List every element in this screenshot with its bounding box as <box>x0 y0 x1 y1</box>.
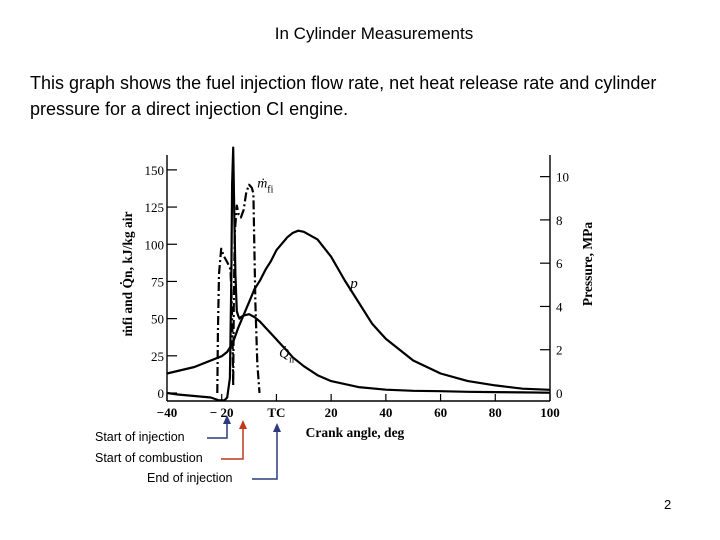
series-label-qn-subscript: n <box>289 354 294 365</box>
annotation-start-of-combustion: Start of combustion <box>95 451 203 465</box>
chart-container: 0 25 50 75 100 125 150 0 2 4 6 8 10 −40 − 20 TC 20 40 60 80… <box>100 145 600 450</box>
series-label-qn: Q̇ <box>279 345 289 361</box>
x-axis-title: Crank angle, deg <box>306 425 405 440</box>
series-line-pressure <box>166 229 551 391</box>
annotation-end-of-injection: End of injection <box>147 471 233 485</box>
chart-ticks: 0 25 50 75 100 125 150 0 2 4 6 8 10 −40 − 20 TC 20 40 60 80… <box>145 163 570 420</box>
y-right-tick-label: 6 <box>556 256 563 271</box>
x-tick-label: − 20 <box>210 405 234 420</box>
y-right-tick-label: 8 <box>556 213 563 228</box>
x-tick-label: 60 <box>434 405 447 420</box>
page-number: 2 <box>664 497 672 512</box>
y-left-tick-label: 125 <box>145 200 165 215</box>
y-right-tick-label: 10 <box>556 170 569 185</box>
y-right-tick-label: 0 <box>556 386 563 401</box>
series-label-mfi: ṁ <box>257 177 267 192</box>
y-left-tick-label: 150 <box>145 163 165 178</box>
y-left-axis-title: ṁfi and Q̇n, kJ/kg air <box>120 212 135 337</box>
y-left-tick-label: 50 <box>151 312 164 327</box>
y-right-tick-label: 2 <box>556 343 563 358</box>
x-tick-label: −40 <box>157 405 177 420</box>
y-right-axis-title: Pressure, MPa <box>580 222 595 306</box>
x-tick-label: 20 <box>325 405 338 420</box>
series-line-fuel-injection <box>216 183 261 394</box>
series-label-p: p <box>349 276 358 292</box>
chart-labels: ṁ fi p Q̇ n Crank angle, deg ṁfi and Q̇n, kJ/k… <box>120 177 595 440</box>
y-left-tick-label: 25 <box>151 349 164 364</box>
y-left-tick-label: 75 <box>151 274 164 289</box>
x-tick-label: TC <box>267 405 285 420</box>
slide-title: In Cylinder Measurements <box>274 24 474 43</box>
y-left-tick-label: 100 <box>145 237 165 252</box>
combustion-chart: 0 25 50 75 100 125 150 0 2 4 6 8 10 −40 − 20 TC 20 40 60 80… <box>120 146 595 440</box>
annotation-start-of-injection: Start of injection <box>95 430 185 444</box>
y-left-tick-label: 0 <box>158 386 165 401</box>
x-tick-label: 100 <box>540 405 560 420</box>
x-tick-label: 80 <box>489 405 502 420</box>
slide-body-text: This graph shows the fuel injection flow… <box>30 73 657 119</box>
series-line-heat-release <box>166 146 551 402</box>
chart-series <box>166 146 551 402</box>
y-right-tick-label: 4 <box>556 299 563 314</box>
series-label-mfi-subscript: fi <box>267 185 273 196</box>
chart-axes <box>166 155 551 402</box>
x-tick-label: 40 <box>379 405 392 420</box>
